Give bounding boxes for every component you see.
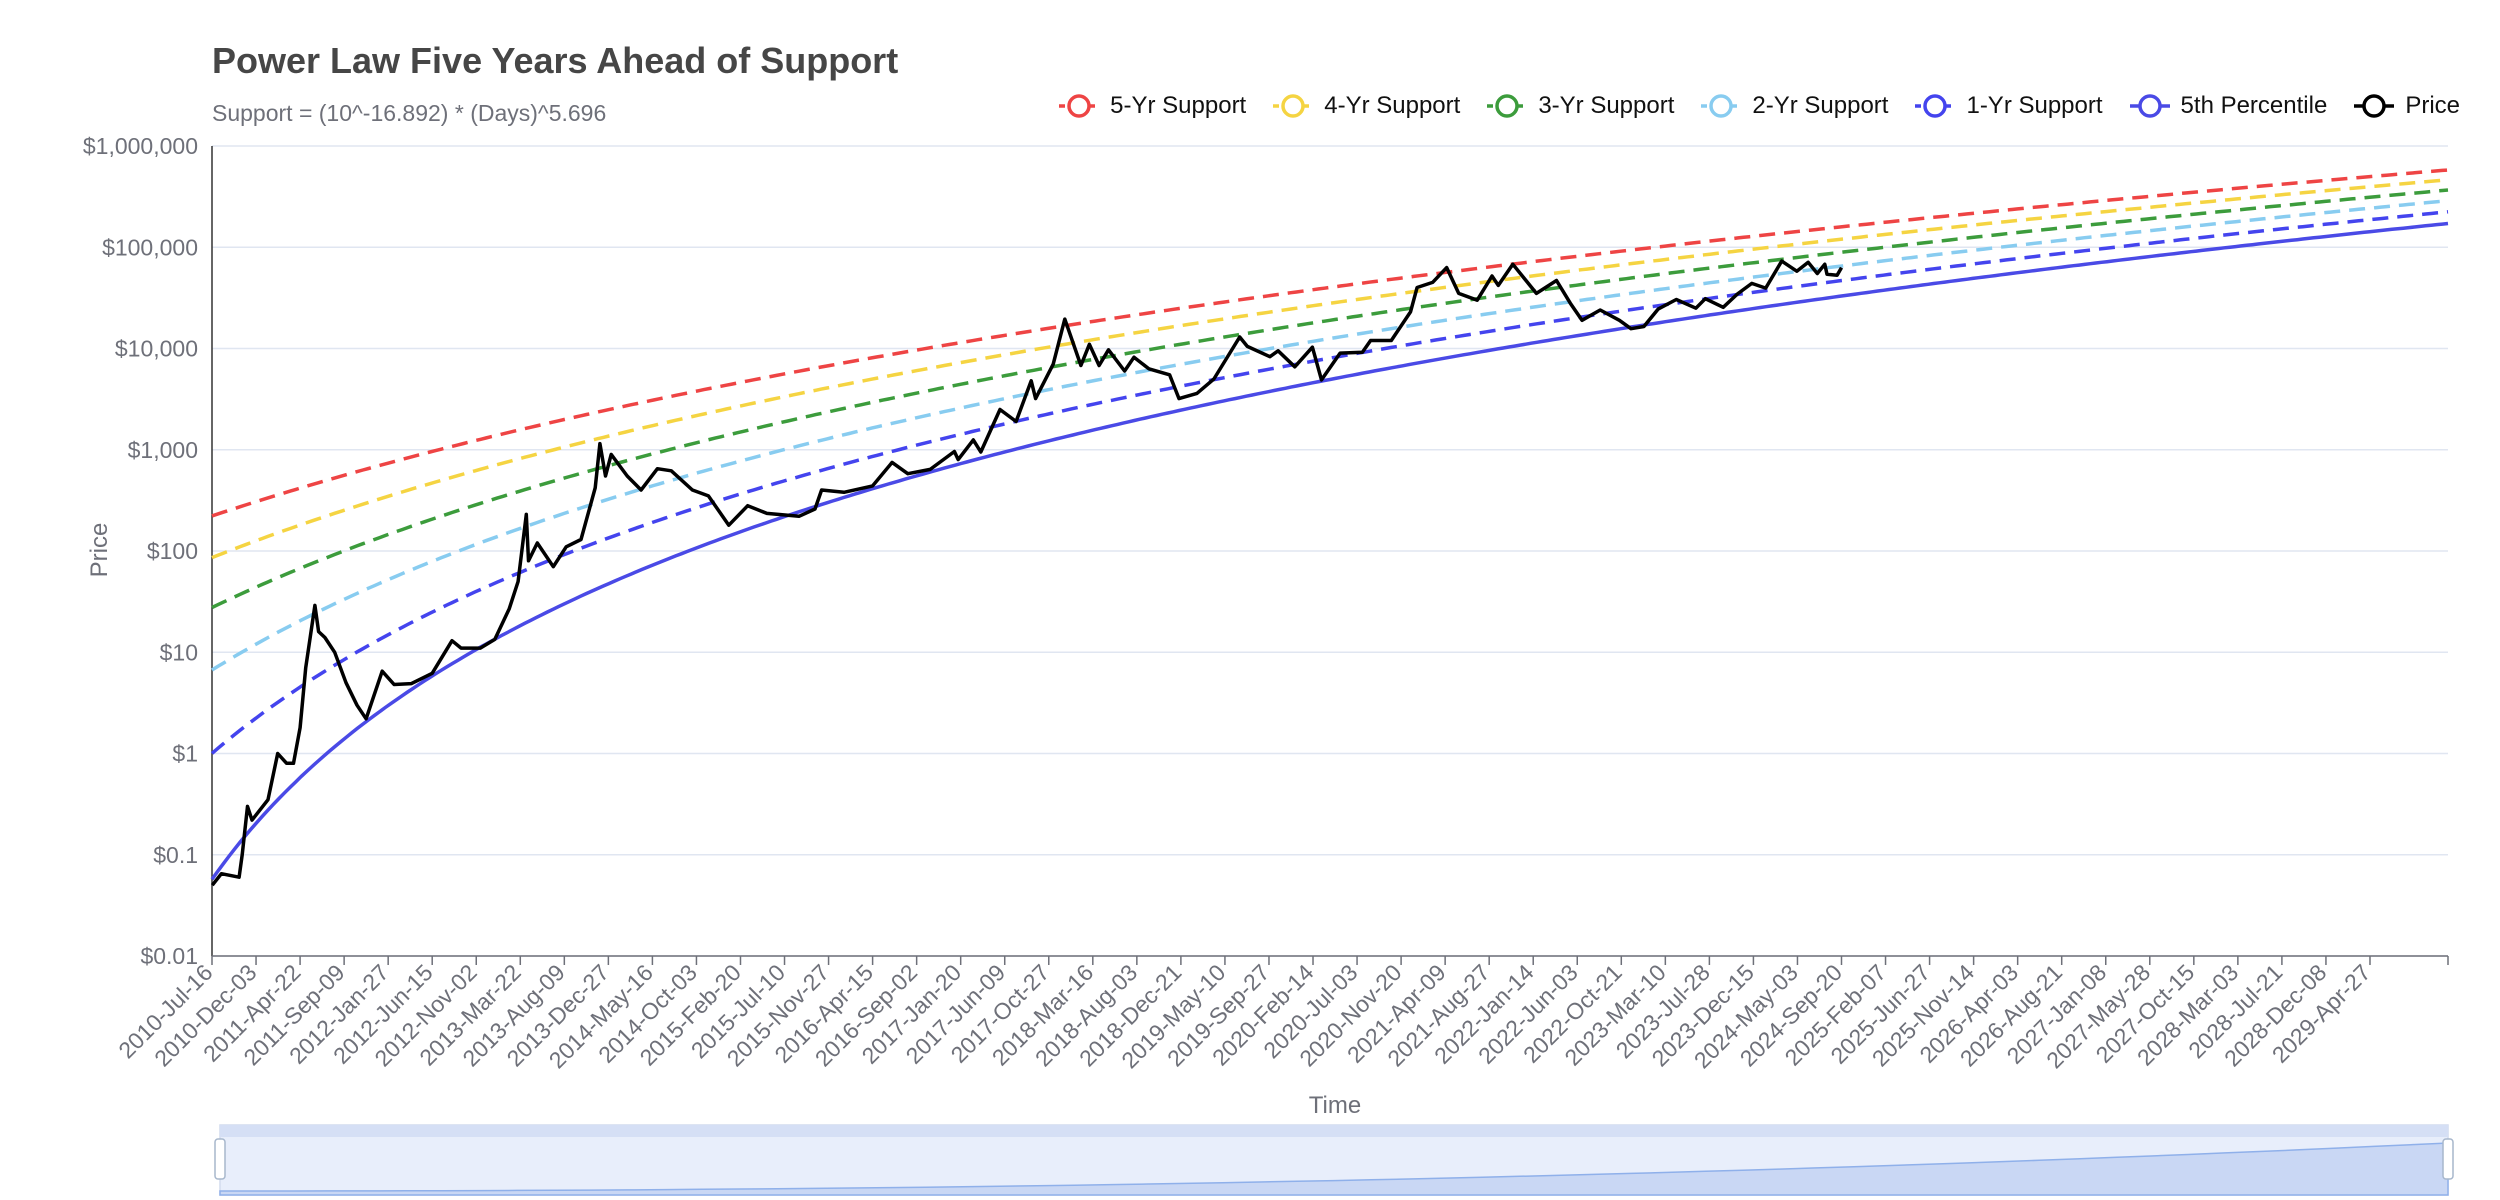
circle-line-icon xyxy=(1915,94,1956,118)
y-tick-label: $100,000 xyxy=(102,234,198,260)
y-tick-label: $1,000 xyxy=(128,437,198,463)
legend-label: Price xyxy=(2405,92,2460,119)
grid-lines xyxy=(212,145,2448,957)
series-line-1-yr-support[interactable] xyxy=(210,210,2449,755)
slider-handle-end[interactable] xyxy=(2442,1138,2454,1180)
legend-item-price[interactable]: Price xyxy=(2353,92,2460,120)
circle-line-icon xyxy=(2129,94,2170,118)
legend-label: 1-Yr Support xyxy=(1966,92,2103,119)
legend: 5-Yr Support 4-Yr Support 3-Yr Support 2-Yr… xyxy=(1058,92,2460,120)
legend-label: 5th Percentile xyxy=(2180,92,2328,119)
series-line-5th-percentile[interactable] xyxy=(210,221,2449,881)
legend-item-2-yr-support[interactable]: 2-Yr Support xyxy=(1700,92,1888,120)
series-line-5-yr-support[interactable] xyxy=(211,168,2449,518)
y-tick-label: $100 xyxy=(147,538,198,564)
circle-line-icon xyxy=(1701,94,1742,118)
legend-label: 2-Yr Support xyxy=(1752,92,1889,119)
slider-move-bar[interactable] xyxy=(220,1125,2448,1137)
y-tick-label: $0.01 xyxy=(140,943,198,969)
slider-handle-start[interactable] xyxy=(214,1138,226,1180)
series-line-price[interactable] xyxy=(210,259,1844,887)
chart-title: Power Law Five Years Ahead of Support xyxy=(212,40,899,81)
circle-line-icon xyxy=(1059,94,1100,118)
chart-subtitle: Support = (10^-16.892) * (Days)^5.696 xyxy=(212,100,607,126)
y-tick-label: $0.1 xyxy=(153,842,198,868)
legend-label: 5-Yr Support xyxy=(1110,92,1247,119)
circle-line-icon xyxy=(1273,94,1314,118)
y-tick-label: $10,000 xyxy=(115,336,198,362)
series-line-4-yr-support[interactable] xyxy=(211,178,2449,560)
y-tick-label: $1 xyxy=(172,741,198,767)
legend-item-5th-percentile[interactable]: 5th Percentile xyxy=(2129,92,2328,120)
legend-item-4-yr-support[interactable]: 4-Yr Support xyxy=(1272,92,1460,120)
series-line-2-yr-support[interactable] xyxy=(211,198,2449,672)
legend-item-3-yr-support[interactable]: 3-Yr Support xyxy=(1486,92,1674,120)
slider-preview-area xyxy=(219,1142,2449,1196)
axes xyxy=(211,146,2448,957)
series-line-3-yr-support[interactable] xyxy=(211,188,2449,610)
circle-line-icon xyxy=(1487,94,1528,118)
y-tick-label: $10 xyxy=(160,639,198,665)
y-axis-label: Price xyxy=(86,523,113,578)
x-axis-tick-labels: 2010-Jul-162010-Dec-032011-Apr-222011-Se… xyxy=(113,956,2449,1073)
y-tick-label: $1,000,000 xyxy=(83,133,198,159)
y-axis-tick-labels: $0.01 $0.1 $1 $10 $100 $1,000 $10,000 $100,000 $… xyxy=(83,133,198,969)
zoom-slider[interactable] xyxy=(214,1124,2454,1196)
legend-label: 4-Yr Support xyxy=(1324,92,1461,119)
x-axis-label: Time xyxy=(1309,1092,1361,1119)
circle-line-icon xyxy=(2354,94,2395,118)
legend-item-5-yr-support[interactable]: 5-Yr Support xyxy=(1058,92,1246,120)
legend-item-1-yr-support[interactable]: 1-Yr Support xyxy=(1914,92,2103,120)
series-lines xyxy=(210,168,2449,887)
legend-label: 3-Yr Support xyxy=(1538,92,1675,119)
